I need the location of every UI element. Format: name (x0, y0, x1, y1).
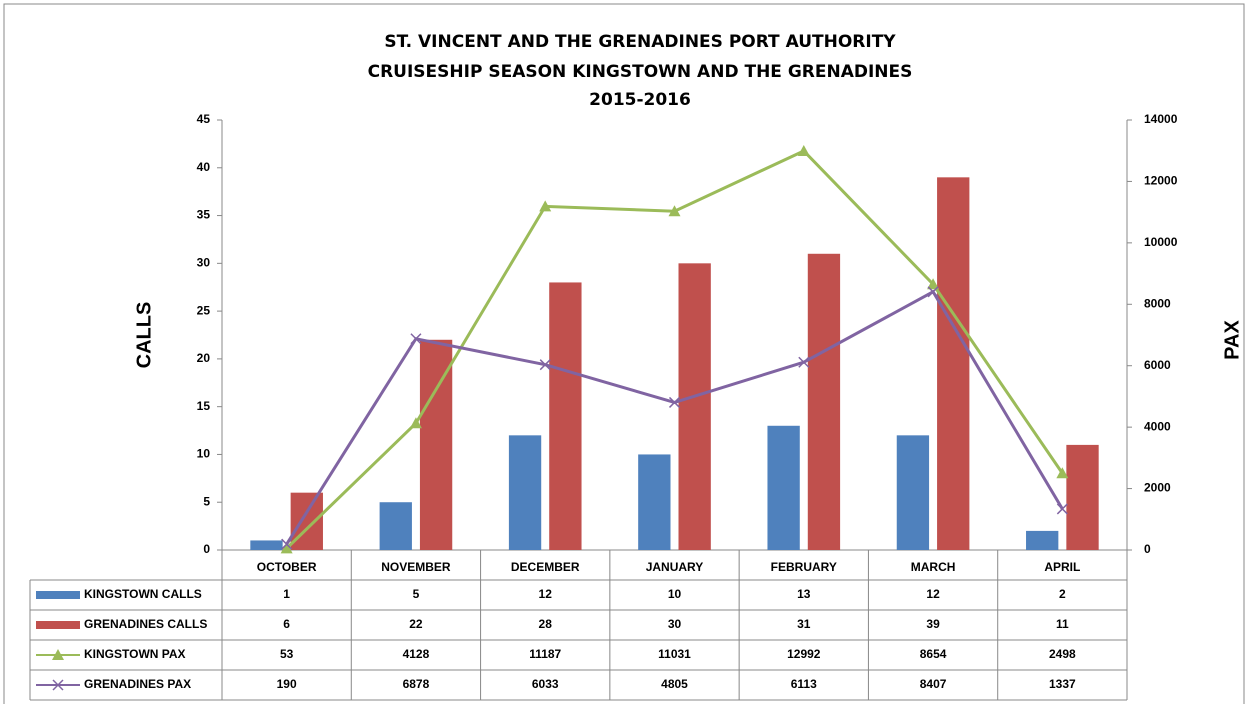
bar (549, 282, 582, 550)
table-value: 8407 (920, 677, 947, 691)
y-tick-label: 15 (197, 399, 211, 413)
marker (52, 679, 64, 691)
chart-title: 2015-2016 (589, 90, 691, 110)
bar (678, 263, 711, 550)
x-tick-label: MARCH (911, 560, 956, 574)
table-value: 12992 (787, 647, 821, 661)
x-tick-label: NOVEMBER (381, 560, 451, 574)
x-tick-label: DECEMBER (511, 560, 580, 574)
y2-tick-label: 14000 (1144, 112, 1178, 126)
y-tick-label: 30 (197, 256, 211, 270)
legend-label: KINGSTOWN CALLS (84, 587, 202, 601)
table-value: 4805 (661, 677, 688, 691)
y-tick-label: 45 (197, 112, 211, 126)
chart-title: CRUISESHIP SEASON KINGSTOWN AND THE GREN… (368, 62, 913, 82)
table-value: 28 (539, 617, 553, 631)
table-value: 6 (283, 617, 290, 631)
bar (896, 435, 930, 550)
bar (767, 425, 800, 550)
marker (410, 333, 422, 345)
marker (797, 144, 810, 156)
table-value: 11 (1056, 617, 1069, 631)
table-value: 53 (280, 647, 294, 661)
y-tick-label: 25 (197, 303, 211, 317)
y2-tick-label: 10000 (1144, 235, 1178, 249)
legend-key (36, 621, 80, 629)
table-value: 1337 (1049, 677, 1076, 691)
table-value: 30 (668, 617, 682, 631)
table-value: 31 (797, 617, 811, 631)
table-value: 11187 (529, 647, 561, 661)
table-value: 11031 (658, 647, 691, 661)
marker (539, 359, 551, 371)
marker (539, 200, 552, 212)
legend-label: GRENADINES CALLS (84, 617, 207, 631)
y2-axis-label: PAX (1221, 320, 1243, 360)
table-value: 6113 (791, 677, 817, 691)
y2-tick-label: 4000 (1144, 419, 1171, 433)
bar (250, 540, 283, 550)
bar (508, 435, 542, 550)
legend-label: GRENADINES PAX (84, 677, 191, 691)
table-value: 6878 (403, 677, 430, 691)
bar (1066, 444, 1099, 550)
marker (409, 417, 422, 429)
marker (927, 278, 940, 290)
y-axis-label: CALLS (133, 302, 155, 369)
y-tick-label: 40 (197, 160, 211, 174)
table-value: 2498 (1049, 647, 1076, 661)
marker (798, 356, 810, 368)
y-tick-label: 20 (197, 351, 211, 365)
bar (807, 253, 841, 550)
marker (1056, 467, 1069, 479)
y-tick-label: 10 (197, 447, 211, 461)
bar (1026, 530, 1059, 550)
marker (927, 286, 939, 298)
bar (638, 454, 671, 550)
table-value: 8654 (920, 647, 947, 661)
table-value: 4128 (403, 647, 430, 661)
marker (668, 205, 681, 217)
table-value: 10 (668, 587, 682, 601)
table-value: 13 (797, 587, 811, 601)
chart-title: ST. VINCENT AND THE GRENADINES PORT AUTH… (384, 32, 896, 52)
table-value: 6033 (532, 677, 559, 691)
y2-tick-label: 8000 (1144, 296, 1171, 310)
legend-key (36, 591, 80, 599)
bar (419, 339, 453, 550)
y-tick-label: 35 (197, 208, 211, 222)
x-tick-label: JANUARY (646, 560, 704, 574)
y-tick-label: 0 (203, 542, 210, 556)
y2-tick-label: 0 (1144, 542, 1151, 556)
marker (281, 538, 293, 550)
table-value: 22 (409, 617, 423, 631)
marker (1056, 503, 1068, 515)
bar (937, 177, 970, 551)
x-tick-label: FEBRUARY (771, 560, 837, 574)
chart-border (3, 3, 1245, 704)
table-value: 5 (413, 587, 420, 601)
legend-label: KINGSTOWN PAX (84, 647, 186, 661)
marker (668, 396, 681, 408)
y-tick-label: 5 (203, 494, 210, 508)
x-tick-label: APRIL (1044, 560, 1080, 574)
y2-tick-label: 6000 (1144, 358, 1171, 372)
table-value: 12 (926, 587, 940, 601)
bar (379, 502, 412, 550)
table-value: 2 (1059, 587, 1066, 601)
table-value: 39 (926, 617, 940, 631)
marker (52, 649, 64, 660)
table-value: 190 (277, 677, 297, 691)
x-tick-label: OCTOBER (257, 560, 317, 574)
table-value: 12 (539, 587, 553, 601)
table-value: 1 (283, 587, 290, 601)
marker (280, 542, 293, 554)
y2-tick-label: 12000 (1144, 174, 1178, 188)
y2-tick-label: 2000 (1144, 481, 1171, 495)
